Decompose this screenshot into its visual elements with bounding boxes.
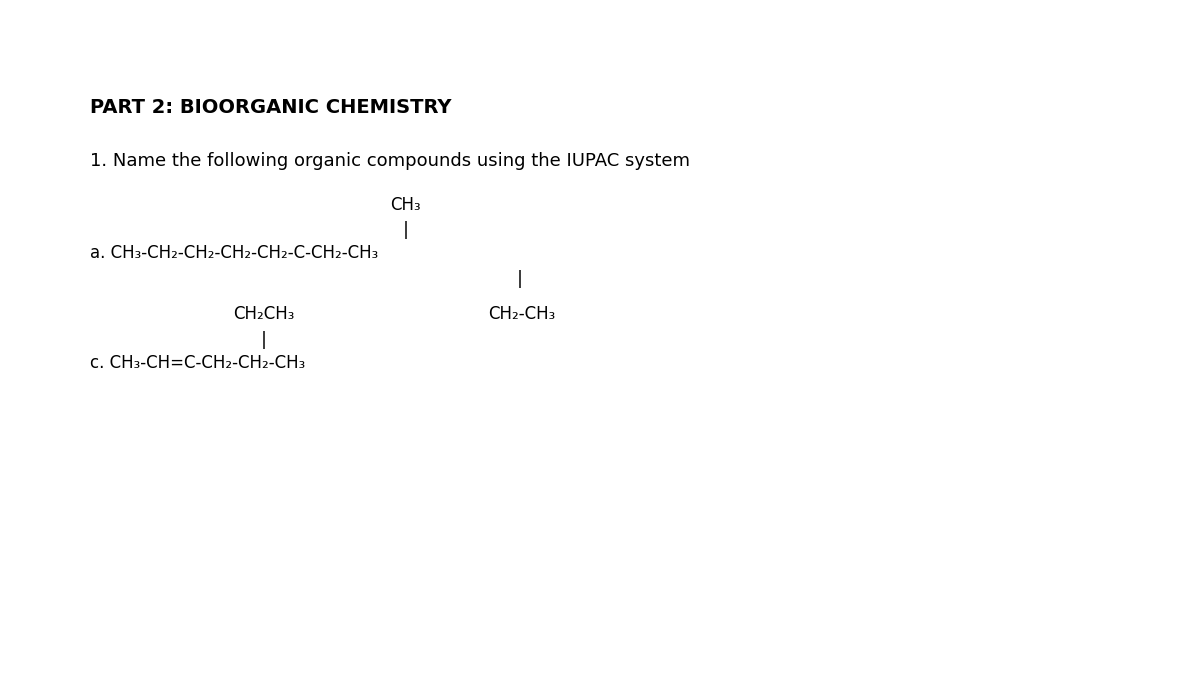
Text: CH₂-CH₃: CH₂-CH₃	[488, 305, 556, 323]
Text: CH₂CH₃: CH₂CH₃	[233, 305, 295, 323]
Text: PART 2: BIOORGANIC CHEMISTRY: PART 2: BIOORGANIC CHEMISTRY	[90, 98, 451, 117]
Text: a. CH₃-CH₂-CH₂-CH₂-CH₂-C-CH₂-CH₃: a. CH₃-CH₂-CH₂-CH₂-CH₂-C-CH₂-CH₃	[90, 244, 378, 263]
Text: |: |	[517, 270, 523, 288]
Text: |: |	[403, 221, 408, 240]
Text: CH₃: CH₃	[390, 196, 421, 214]
Text: 1. Name the following organic compounds using the IUPAC system: 1. Name the following organic compounds …	[90, 152, 690, 170]
Text: c. CH₃-CH=C-CH₂-CH₂-CH₃: c. CH₃-CH=C-CH₂-CH₂-CH₃	[90, 354, 305, 373]
Text: |: |	[262, 331, 266, 349]
